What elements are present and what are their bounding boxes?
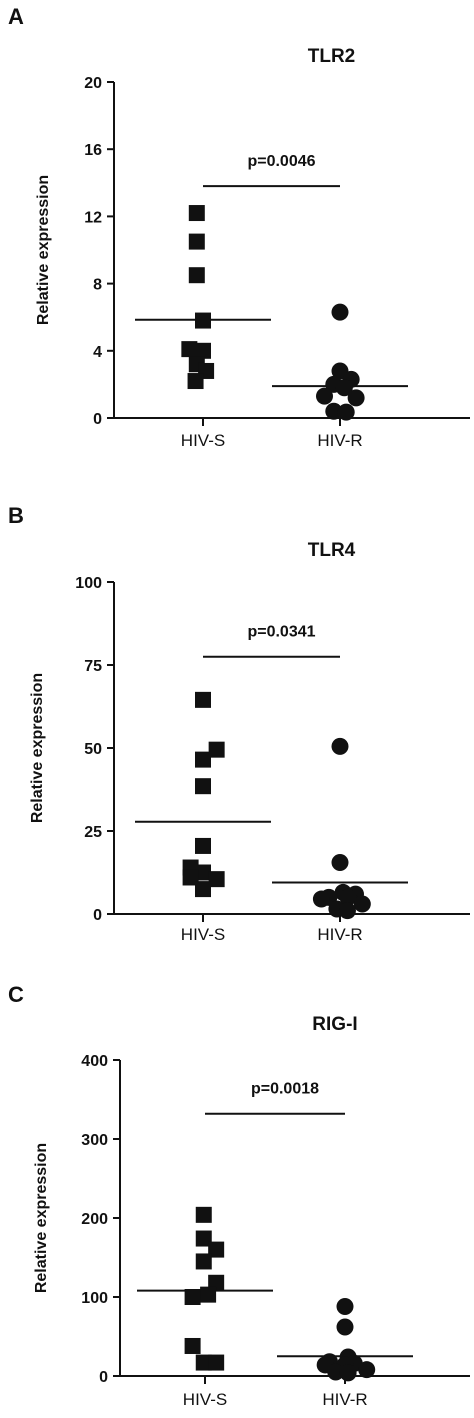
data-point-square — [195, 778, 211, 795]
y-tick-label: 100 — [81, 1290, 108, 1307]
data-point-square — [181, 341, 198, 358]
data-point-circle — [338, 902, 356, 920]
y-tick-label: 400 — [81, 1053, 108, 1070]
y-tick-label: 4 — [93, 344, 102, 361]
y-tick-label: 8 — [93, 277, 102, 294]
panel-label: C — [8, 982, 24, 1007]
data-point-square — [182, 869, 199, 886]
y-tick-label: 16 — [84, 142, 102, 159]
data-point-circle — [337, 403, 355, 421]
data-point-circle — [353, 895, 371, 913]
data-point-square — [184, 1337, 201, 1354]
panel-c-chart: C RIG-I Relative expression 0 100 200 300 400 HI… — [8, 982, 470, 1409]
data-point-square — [188, 267, 205, 284]
chart-title: RIG-I — [312, 1014, 357, 1035]
y-tick-label: 0 — [93, 907, 102, 924]
chart-title: TLR4 — [308, 540, 356, 561]
data-point-circle — [331, 854, 349, 872]
y-tick-label: 100 — [75, 575, 102, 592]
data-point-square — [195, 881, 211, 898]
data-point-circle — [335, 379, 353, 397]
p-value-label: p=0.0046 — [247, 153, 315, 170]
y-tick-label: 200 — [81, 1211, 108, 1228]
data-point-circle — [331, 737, 349, 755]
data-point-square — [208, 1354, 225, 1371]
data-point-circle — [316, 387, 333, 405]
panel-label: A — [8, 4, 24, 29]
panel-a-chart: A TLR2 Relative expression 0 4 8 12 16 20 HIV-S HI… — [8, 4, 470, 450]
x-tick-label: HIV-S — [183, 1390, 227, 1409]
data-point-square — [195, 1206, 212, 1223]
p-value-label: p=0.0341 — [247, 624, 315, 641]
data-point-square — [208, 871, 225, 888]
data-point-square — [195, 691, 211, 708]
y-axis-label: Relative expression — [33, 1143, 50, 1293]
x-tick-label: HIV-S — [181, 925, 225, 944]
data-point-square — [195, 312, 211, 329]
panel-b-chart: B TLR4 Relative expression 0 25 50 75 100 HIV-S H… — [8, 503, 470, 944]
x-tick-label: HIV-R — [317, 431, 362, 450]
data-point-square — [208, 741, 225, 758]
y-tick-label: 0 — [93, 411, 102, 428]
data-point-square — [195, 342, 211, 359]
data-point-circle — [312, 890, 330, 908]
data-point-square — [195, 1230, 212, 1247]
data-point-circle — [331, 303, 349, 321]
data-point-circle — [358, 1361, 376, 1379]
y-tick-label: 75 — [84, 658, 102, 675]
data-point-square — [195, 837, 211, 854]
data-point-circle — [327, 1363, 345, 1381]
data-point-square — [195, 1253, 212, 1270]
y-tick-label: 300 — [81, 1132, 108, 1149]
y-tick-label: 50 — [84, 741, 102, 758]
data-point-square — [187, 373, 204, 390]
data-point-square — [195, 751, 211, 768]
data-point-circle — [325, 402, 343, 420]
data-point-square — [200, 1286, 217, 1303]
data-point-square — [184, 1289, 201, 1305]
y-axis-label: Relative expression — [35, 175, 52, 325]
x-tick-label: HIV-R — [322, 1390, 367, 1409]
x-tick-label: HIV-S — [181, 431, 225, 450]
chart-title: TLR2 — [308, 46, 356, 67]
y-tick-label: 0 — [99, 1369, 108, 1386]
p-value-label: p=0.0018 — [251, 1081, 319, 1098]
data-point-circle — [347, 389, 365, 407]
y-tick-label: 25 — [84, 824, 102, 841]
data-point-circle — [336, 1297, 354, 1315]
panel-label: B — [8, 503, 24, 528]
y-tick-label: 12 — [84, 209, 102, 226]
y-tick-label: 20 — [84, 75, 102, 92]
y-axis-label: Relative expression — [29, 673, 46, 823]
data-point-square — [188, 205, 205, 222]
data-point-circle — [339, 1364, 357, 1382]
data-point-circle — [336, 1318, 354, 1336]
x-tick-label: HIV-R — [317, 925, 362, 944]
data-point-square — [188, 233, 205, 250]
data-point-square — [208, 1241, 225, 1258]
data-point-circle — [339, 888, 357, 906]
data-point-square — [195, 864, 211, 881]
data-point-square — [195, 1354, 212, 1371]
